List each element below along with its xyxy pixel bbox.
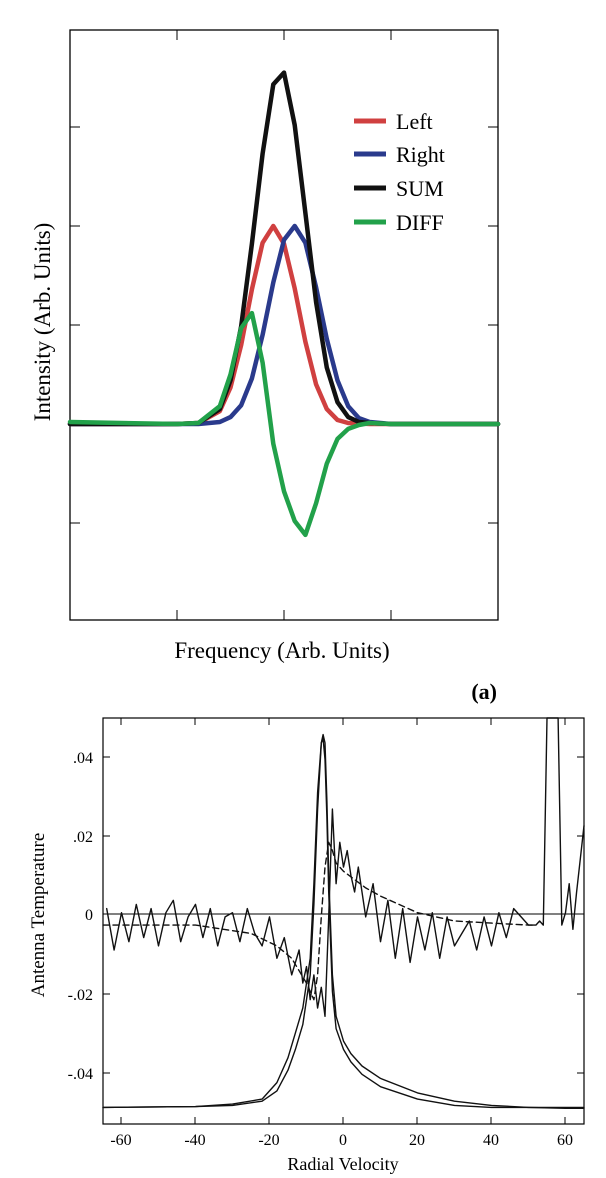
panel-b-series-trace-3 xyxy=(102,841,537,1001)
panel-b-series-trace-1 xyxy=(102,733,585,1109)
x-tick-label: 0 xyxy=(339,1132,347,1149)
panel-b-x-axis-label: Radial Velocity xyxy=(287,1154,398,1174)
panel-a-legend: Left Right SUM DIFF xyxy=(354,109,445,235)
panel-a-y-axis-label: Intensity (Arb. Units) xyxy=(30,223,55,422)
panel-a-series-left xyxy=(67,223,501,427)
panel-b-series-trace-2 xyxy=(102,738,585,1109)
x-tick-label: 40 xyxy=(483,1132,499,1149)
panel-b-y-ticks xyxy=(103,756,584,1074)
y-tick-label: 0 xyxy=(85,907,93,924)
x-tick-label: -60 xyxy=(110,1132,131,1149)
y-tick-label: -.02 xyxy=(68,987,93,1004)
legend-label-diff: DIFF xyxy=(396,210,444,235)
x-tick-label: 20 xyxy=(409,1132,425,1149)
panel-a-series-diff xyxy=(67,310,501,538)
x-tick-label: 60 xyxy=(557,1132,573,1149)
panel-b-series-group xyxy=(102,717,585,1109)
panel-a-series-group xyxy=(67,70,501,538)
legend-label-sum: SUM xyxy=(396,176,444,201)
legend-label-left: Left xyxy=(396,109,433,134)
x-tick-label: -40 xyxy=(184,1132,205,1149)
y-tick-label: .02 xyxy=(73,829,93,846)
panel-b-x-tick-labels: -60 -40 -20 0 20 40 60 xyxy=(110,1132,573,1149)
panel-b-x-ticks xyxy=(120,718,566,1124)
panel-b-series-trace-4 xyxy=(106,717,585,1017)
panel-b-y-axis-label: Antenna Temperature xyxy=(28,833,49,998)
panel-b-chart: .04 .02 0 -.02 -.04 -60 -40 -20 0 20 40 … xyxy=(28,717,585,1174)
panel-a-x-ticks xyxy=(176,30,392,620)
y-tick-label: .04 xyxy=(73,750,93,767)
panel-b-y-tick-labels: .04 .02 0 -.02 -.04 xyxy=(68,750,93,1083)
panel-a-series-right xyxy=(67,223,501,427)
panel-a-chart: Left Right SUM DIFF Frequency (Arb. Unit… xyxy=(30,29,501,704)
panel-a-x-axis-label: Frequency (Arb. Units) xyxy=(174,638,389,663)
x-tick-label: -20 xyxy=(258,1132,279,1149)
panel-b-frame xyxy=(102,717,585,1125)
y-tick-label: -.04 xyxy=(68,1066,93,1083)
panel-a-label: (a) xyxy=(471,679,497,704)
legend-label-right: Right xyxy=(396,142,445,167)
panel-a-frame xyxy=(69,29,499,621)
